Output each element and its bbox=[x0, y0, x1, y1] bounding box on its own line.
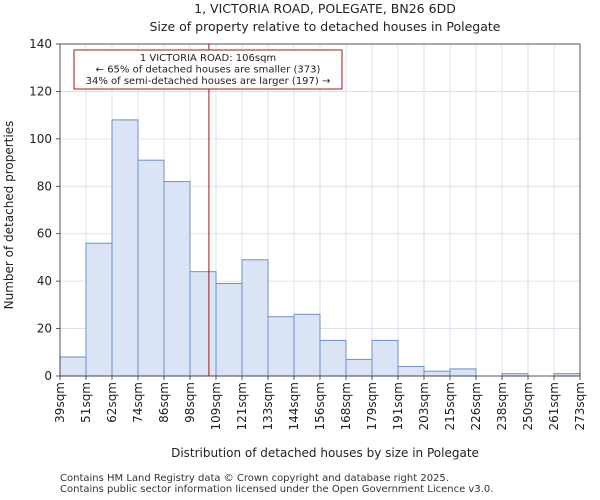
bar bbox=[293, 313, 321, 377]
annotation-box bbox=[73, 49, 343, 90]
annotation-line-1: 1 VICTORIA ROAD: 106sqm bbox=[140, 53, 276, 64]
annotation-line-3: 34% of semi-detached houses are larger (… bbox=[86, 76, 331, 87]
y-axis-label: Number of detached properties bbox=[2, 121, 16, 310]
bar bbox=[189, 271, 217, 377]
x-tick-label: 238sqm bbox=[495, 382, 509, 430]
x-tick-label: 39sqm bbox=[53, 382, 67, 423]
chart-title: 1, VICTORIA ROAD, POLEGATE, BN26 6DD bbox=[194, 1, 456, 16]
x-tick-label: 51sqm bbox=[79, 382, 93, 423]
x-tick-label: 261sqm bbox=[547, 382, 561, 430]
x-tick-label: 62sqm bbox=[105, 382, 119, 423]
y-tick-label: 20 bbox=[37, 322, 52, 336]
y-axis-ticks: 0 20 40 60 80 100 120 140 bbox=[29, 37, 60, 383]
bar bbox=[449, 368, 477, 377]
x-tick-label: 144sqm bbox=[287, 382, 301, 430]
bar bbox=[111, 119, 139, 377]
y-tick-label: 40 bbox=[37, 274, 52, 288]
x-tick-label: 109sqm bbox=[209, 382, 223, 430]
x-tick-label: 74sqm bbox=[131, 382, 145, 423]
chart-subtitle: Size of property relative to detached ho… bbox=[149, 19, 500, 34]
y-tick-label: 0 bbox=[44, 369, 52, 383]
bars bbox=[59, 119, 581, 377]
x-tick-label: 215sqm bbox=[443, 382, 457, 430]
bar bbox=[163, 181, 191, 377]
bar bbox=[371, 339, 399, 377]
x-tick-label: 179sqm bbox=[365, 382, 379, 430]
bar bbox=[85, 242, 113, 377]
x-axis-label: Distribution of detached houses by size … bbox=[171, 446, 479, 460]
annotation-line-2: ← 65% of detached houses are smaller (37… bbox=[96, 65, 321, 76]
x-tick-label: 191sqm bbox=[391, 382, 405, 430]
footer-line-1: Contains HM Land Registry data © Crown c… bbox=[60, 473, 449, 484]
bar bbox=[241, 259, 269, 377]
x-tick-label: 121sqm bbox=[235, 382, 249, 430]
bar bbox=[397, 366, 425, 377]
x-tick-label: 273sqm bbox=[573, 382, 587, 430]
x-tick-label: 168sqm bbox=[339, 382, 353, 430]
x-tick-label: 250sqm bbox=[521, 382, 535, 430]
footer-line-2: Contains public sector information licen… bbox=[60, 484, 494, 495]
x-tick-label: 226sqm bbox=[469, 382, 483, 430]
bar bbox=[423, 370, 451, 377]
x-tick-label: 98sqm bbox=[183, 382, 197, 423]
y-tick-label: 140 bbox=[29, 37, 52, 51]
x-tick-label: 156sqm bbox=[313, 382, 327, 430]
bar bbox=[319, 339, 347, 377]
x-axis-ticks: 39sqm 51sqm 62sqm 74sqm 86sqm 98sqm 109sqm 121s… bbox=[53, 376, 587, 430]
x-tick-label: 133sqm bbox=[261, 382, 275, 430]
bar bbox=[215, 283, 243, 377]
bar bbox=[345, 358, 373, 377]
y-tick-label: 120 bbox=[29, 84, 52, 98]
bar bbox=[137, 159, 165, 377]
x-tick-label: 86sqm bbox=[157, 382, 171, 423]
x-tick-label: 203sqm bbox=[417, 382, 431, 430]
y-tick-label: 80 bbox=[37, 179, 52, 193]
marker-annotation: 1 VICTORIA ROAD: 106sqm ← 65% of detache… bbox=[73, 49, 343, 90]
y-tick-label: 100 bbox=[29, 132, 52, 146]
bar bbox=[267, 316, 295, 377]
y-tick-label: 60 bbox=[37, 227, 52, 241]
bar bbox=[59, 356, 87, 377]
